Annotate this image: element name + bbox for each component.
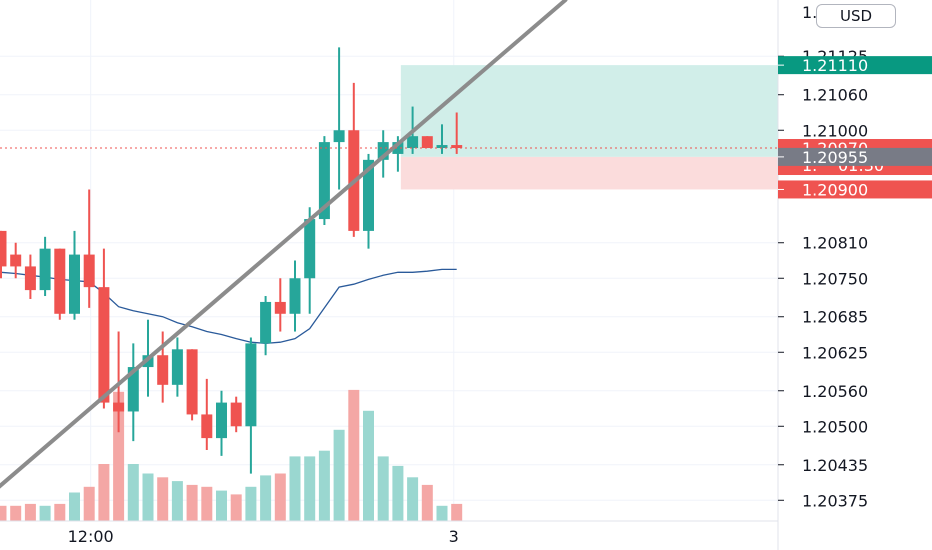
candle-body (10, 254, 22, 267)
candle-body (0, 230, 7, 267)
volume-bar (348, 389, 360, 521)
stop-price-badge-bg (778, 180, 932, 199)
volume-bar (274, 473, 286, 521)
trendline[interactable] (0, 0, 568, 491)
volume-bar (0, 505, 7, 521)
target-price-badge-bg (778, 56, 932, 75)
candle-body (216, 402, 227, 439)
candle-body (363, 159, 374, 231)
candle-body (304, 219, 316, 279)
volume-bar (260, 475, 272, 521)
volume-bar (289, 456, 301, 521)
volume-bar (333, 429, 345, 521)
position-zones[interactable] (400, 65, 778, 190)
entry-price-badge-bg (778, 147, 932, 166)
time-label: 3 (449, 527, 459, 546)
volume-bar (377, 456, 389, 521)
candle-body (171, 349, 183, 385)
candle-body (289, 278, 301, 314)
volume-bar (113, 391, 125, 521)
candle-body (54, 248, 66, 314)
volume-bar (318, 450, 330, 521)
volume-bar (201, 486, 213, 521)
volume-bar (83, 486, 95, 521)
volume-bar (10, 505, 22, 521)
entry-price-badge-text: 1.20955 (802, 148, 868, 167)
volume-bar (421, 484, 433, 521)
price-tick-label: 1.20685 (802, 308, 868, 327)
volume-bar (142, 473, 154, 521)
volume-bars (0, 389, 463, 521)
candlesticks (0, 47, 463, 474)
volume-bar (186, 484, 198, 521)
candle-body (318, 142, 330, 220)
price-tick-label: 1.21060 (802, 86, 868, 105)
candle-body (186, 349, 198, 415)
stop-price-badge-text: 1.20900 (802, 180, 868, 199)
time-axis[interactable]: 12:00 3 (0, 520, 778, 546)
price-tick-label: 1.20750 (802, 269, 868, 288)
time-label: 12:00 (68, 527, 114, 546)
volume-bar (69, 492, 80, 521)
currency-button[interactable]: USD (816, 4, 896, 28)
candle-body (421, 136, 433, 149)
volume-bar (363, 410, 374, 521)
candle-body (392, 142, 404, 154)
volume-bar (171, 481, 183, 521)
price-tick-label: 1.20560 (802, 382, 868, 401)
loss-zone[interactable] (400, 156, 778, 190)
volume-bar (436, 505, 448, 521)
candle-body (98, 287, 110, 403)
volume-bar (24, 503, 36, 521)
candle-body (83, 254, 95, 288)
price-tick-label: 1.20500 (802, 417, 868, 436)
currency-label: USD (839, 7, 873, 25)
candle-body (274, 301, 286, 314)
candle-body (245, 343, 257, 427)
volume-bar (407, 477, 419, 521)
volume-bar (216, 490, 227, 521)
price-tick-label: 1.20625 (802, 343, 868, 362)
volume-bar (127, 464, 139, 521)
volume-bar (157, 477, 169, 521)
volume-bar (304, 456, 316, 521)
price-tick-label: 1.20435 (802, 456, 868, 475)
price-axis[interactable]: 1.20375 1.20435 1.20500 1.20560 1.20625 1.206… (777, 0, 868, 550)
volume-bar (245, 486, 257, 521)
candle-body (333, 130, 345, 143)
volume-bar (230, 494, 242, 521)
volume-bar (54, 503, 66, 521)
candle-body (260, 301, 272, 344)
candle-body (451, 145, 463, 149)
candle-body (201, 414, 213, 439)
target-price-badge-text: 1.21110 (802, 56, 868, 75)
candle-body (24, 266, 36, 291)
volume-bar (392, 465, 404, 521)
candle-body (230, 402, 242, 427)
profit-zone[interactable] (400, 65, 778, 157)
candle-body (436, 145, 448, 149)
candle-body (69, 254, 80, 314)
volume-bar (39, 505, 51, 521)
candle-body (113, 402, 125, 412)
candle-body (407, 136, 419, 149)
trendline-group[interactable] (0, 0, 568, 491)
volume-bar (98, 464, 110, 521)
price-tick-label: 1.21000 (802, 121, 868, 140)
candle-body (127, 367, 139, 412)
volume-bar (451, 503, 463, 521)
candle-body (377, 142, 389, 160)
candle-body (157, 355, 169, 385)
price-tick-label: 1.20810 (802, 234, 868, 253)
candle-body (39, 248, 51, 291)
price-tick-label: 1.20375 (802, 491, 868, 510)
